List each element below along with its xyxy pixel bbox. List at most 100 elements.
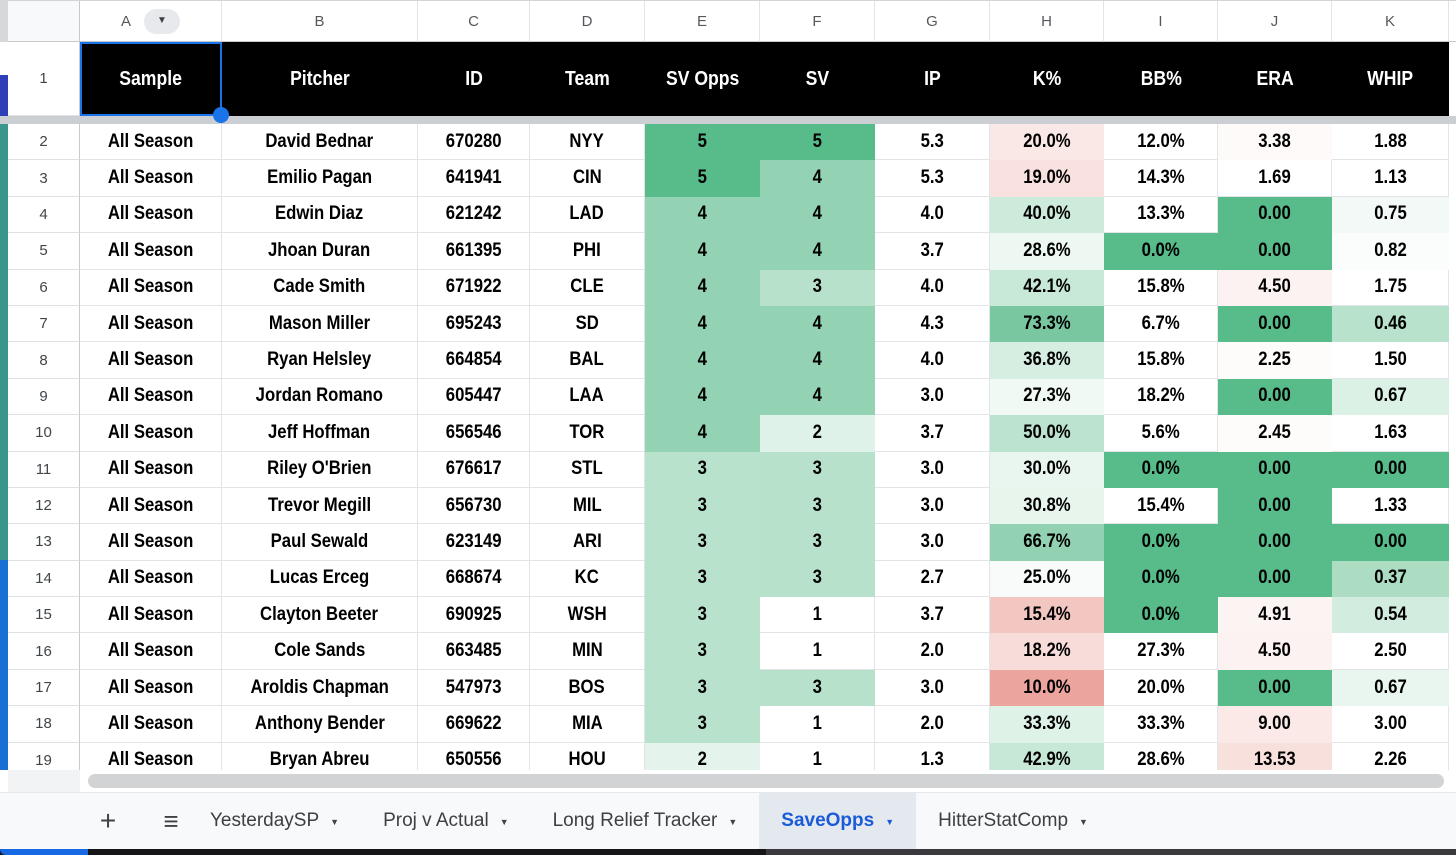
cell-C12[interactable]: 656730 <box>418 487 530 525</box>
header-cell-D1[interactable]: Team <box>530 42 645 116</box>
cell-J5[interactable]: 0.00 <box>1218 233 1332 270</box>
cell-B6[interactable]: Cade Smith <box>222 269 418 306</box>
cell-D17[interactable]: BOS <box>530 669 645 707</box>
cell-E13[interactable]: 3 <box>645 524 760 561</box>
cell-C14[interactable]: 668674 <box>418 560 530 598</box>
row-header-6[interactable]: 6 <box>8 269 80 306</box>
header-cell-G1[interactable]: IP <box>875 42 990 116</box>
row-header-5[interactable]: 5 <box>8 233 80 270</box>
cell-J2[interactable]: 3.38 <box>1218 124 1332 161</box>
header-cell-C1[interactable]: ID <box>418 42 530 116</box>
cell-F6[interactable]: 3 <box>760 269 875 306</box>
cell-H13[interactable]: 66.7% <box>990 524 1104 561</box>
cell-J4[interactable]: 0.00 <box>1218 196 1332 234</box>
cell-D3[interactable]: CIN <box>530 160 645 197</box>
cell-A18[interactable]: All Season <box>80 706 222 743</box>
cell-K3[interactable]: 1.13 <box>1332 160 1449 197</box>
header-cell-F1[interactable]: SV <box>760 42 875 116</box>
column-header-A[interactable]: A ▼ <box>80 1 222 42</box>
cell-C18[interactable]: 669622 <box>418 706 530 743</box>
cell-H14[interactable]: 25.0% <box>990 560 1104 598</box>
row-header-7[interactable]: 7 <box>8 305 80 343</box>
cell-A10[interactable]: All Season <box>80 415 222 452</box>
cell-C17[interactable]: 547973 <box>418 669 530 707</box>
cell-K19[interactable]: 2.26 <box>1332 742 1449 770</box>
cell-B19[interactable]: Bryan Abreu <box>222 742 418 770</box>
cell-B7[interactable]: Mason Miller <box>222 305 418 343</box>
cell-A11[interactable]: All Season <box>80 451 222 488</box>
row-header-19[interactable]: 19 <box>8 742 80 770</box>
cell-G3[interactable]: 5.3 <box>875 160 990 197</box>
cell-I14[interactable]: 0.0% <box>1104 560 1218 598</box>
cell-G2[interactable]: 5.3 <box>875 124 990 161</box>
cell-C8[interactable]: 664854 <box>418 342 530 379</box>
cell-K11[interactable]: 0.00 <box>1332 451 1449 488</box>
column-header-C[interactable]: C <box>418 1 530 42</box>
cell-J6[interactable]: 4.50 <box>1218 269 1332 306</box>
cell-A14[interactable]: All Season <box>80 560 222 598</box>
cell-E14[interactable]: 3 <box>645 560 760 598</box>
cell-H5[interactable]: 28.6% <box>990 233 1104 270</box>
cell-I15[interactable]: 0.0% <box>1104 597 1218 634</box>
cell-G9[interactable]: 3.0 <box>875 378 990 416</box>
cell-C15[interactable]: 690925 <box>418 597 530 634</box>
column-header-I[interactable]: I <box>1104 1 1218 42</box>
cell-A12[interactable]: All Season <box>80 487 222 525</box>
cell-F11[interactable]: 3 <box>760 451 875 488</box>
cell-H9[interactable]: 27.3% <box>990 378 1104 416</box>
cell-F13[interactable]: 3 <box>760 524 875 561</box>
cell-I6[interactable]: 15.8% <box>1104 269 1218 306</box>
row-header-10[interactable]: 10 <box>8 415 80 452</box>
cell-D10[interactable]: TOR <box>530 415 645 452</box>
cell-F7[interactable]: 4 <box>760 305 875 343</box>
cell-C4[interactable]: 621242 <box>418 196 530 234</box>
sheet-tab-long-relief-tracker[interactable]: Long Relief Tracker ▼ <box>531 793 760 849</box>
horizontal-scrollbar-thumb[interactable] <box>88 774 1444 788</box>
cell-I7[interactable]: 6.7% <box>1104 305 1218 343</box>
cell-A8[interactable]: All Season <box>80 342 222 379</box>
sheet-tab-yesterdaysp[interactable]: YesterdaySP ▼ <box>188 793 361 849</box>
cell-I9[interactable]: 18.2% <box>1104 378 1218 416</box>
cell-F5[interactable]: 4 <box>760 233 875 270</box>
cell-G4[interactable]: 4.0 <box>875 196 990 234</box>
row-header-15[interactable]: 15 <box>8 597 80 634</box>
cell-E8[interactable]: 4 <box>645 342 760 379</box>
cell-E3[interactable]: 5 <box>645 160 760 197</box>
sheet-tab-saveopps[interactable]: SaveOpps ▼ <box>759 793 917 849</box>
cell-B16[interactable]: Cole Sands <box>222 633 418 670</box>
cell-A17[interactable]: All Season <box>80 669 222 707</box>
row-header-8[interactable]: 8 <box>8 342 80 379</box>
cell-I10[interactable]: 5.6% <box>1104 415 1218 452</box>
cell-I8[interactable]: 15.8% <box>1104 342 1218 379</box>
cell-B17[interactable]: Aroldis Chapman <box>222 669 418 707</box>
sheet-tab-proj-v-actual[interactable]: Proj v Actual ▼ <box>361 793 531 849</box>
column-header-F[interactable]: F <box>760 1 875 42</box>
header-cell-E1[interactable]: SV Opps <box>645 42 760 116</box>
cell-E6[interactable]: 4 <box>645 269 760 306</box>
cell-K5[interactable]: 0.82 <box>1332 233 1449 270</box>
cell-D7[interactable]: SD <box>530 305 645 343</box>
cell-B14[interactable]: Lucas Erceg <box>222 560 418 598</box>
cell-K7[interactable]: 0.46 <box>1332 305 1449 343</box>
cell-H8[interactable]: 36.8% <box>990 342 1104 379</box>
cell-B5[interactable]: Jhoan Duran <box>222 233 418 270</box>
column-header-E[interactable]: E <box>645 1 760 42</box>
cell-D6[interactable]: CLE <box>530 269 645 306</box>
cell-J11[interactable]: 0.00 <box>1218 451 1332 488</box>
cell-J13[interactable]: 0.00 <box>1218 524 1332 561</box>
cell-F19[interactable]: 1 <box>760 742 875 770</box>
row-header-16[interactable]: 16 <box>8 633 80 670</box>
cell-F2[interactable]: 5 <box>760 124 875 161</box>
cell-G19[interactable]: 1.3 <box>875 742 990 770</box>
cell-H18[interactable]: 33.3% <box>990 706 1104 743</box>
cell-D12[interactable]: MIL <box>530 487 645 525</box>
cell-B9[interactable]: Jordan Romano <box>222 378 418 416</box>
cell-K9[interactable]: 0.67 <box>1332 378 1449 416</box>
cell-J3[interactable]: 1.69 <box>1218 160 1332 197</box>
cell-D13[interactable]: ARI <box>530 524 645 561</box>
cell-F3[interactable]: 4 <box>760 160 875 197</box>
cell-G18[interactable]: 2.0 <box>875 706 990 743</box>
cell-A6[interactable]: All Season <box>80 269 222 306</box>
cell-G13[interactable]: 3.0 <box>875 524 990 561</box>
cell-G6[interactable]: 4.0 <box>875 269 990 306</box>
